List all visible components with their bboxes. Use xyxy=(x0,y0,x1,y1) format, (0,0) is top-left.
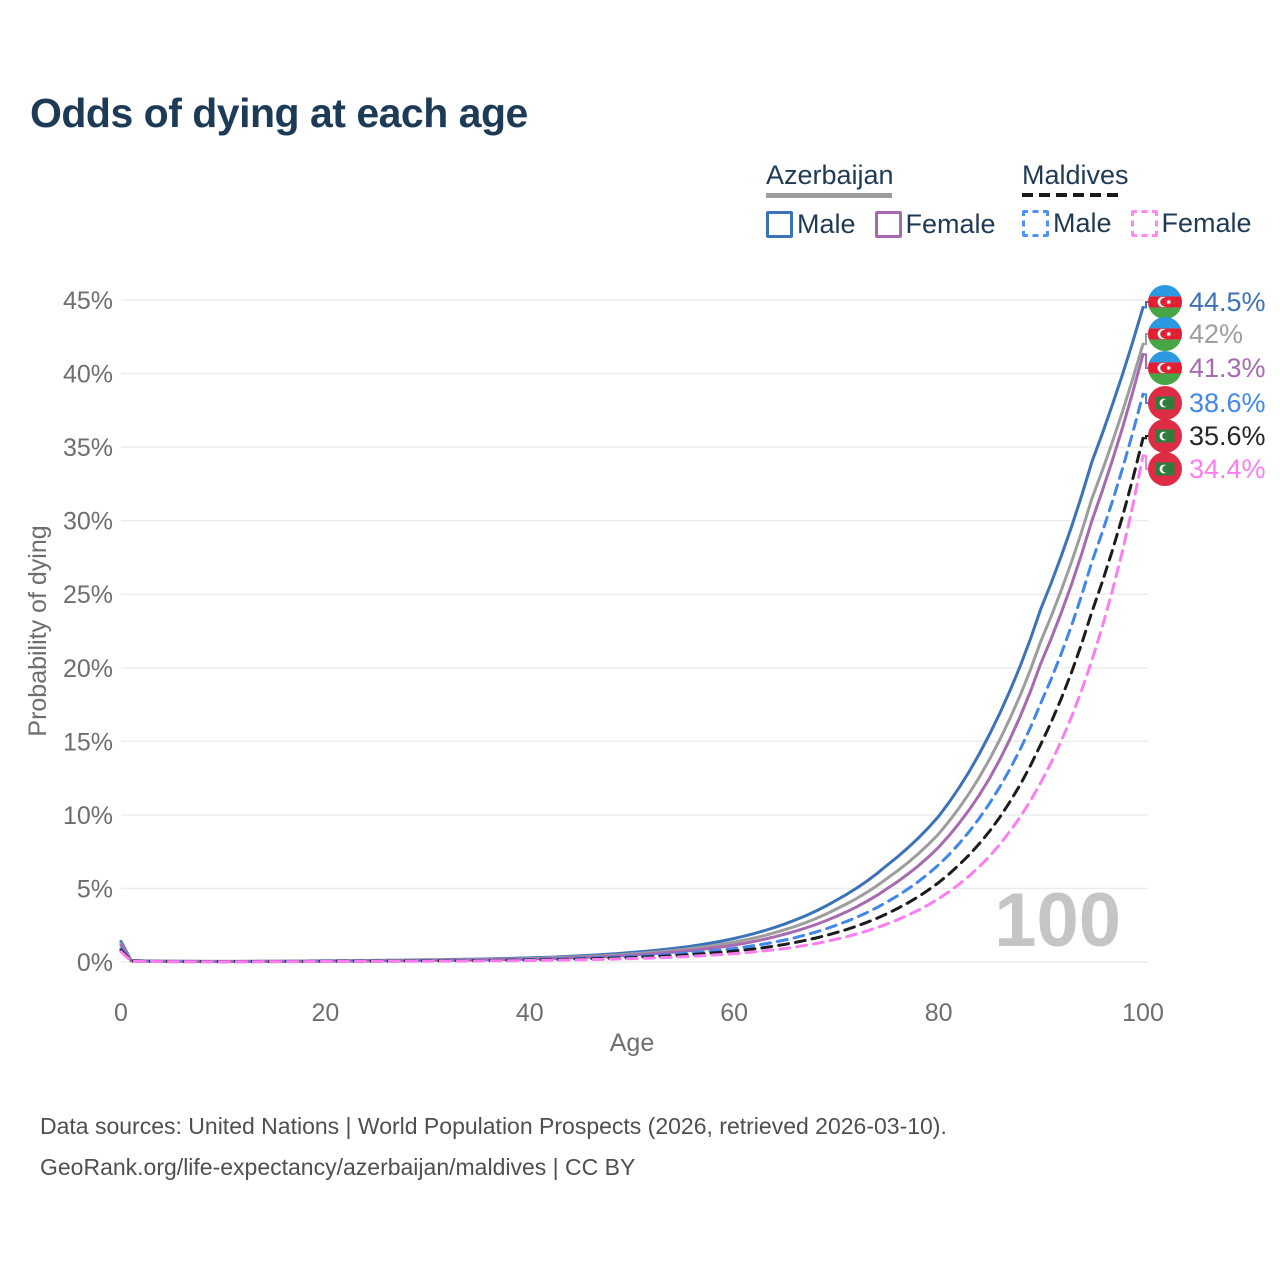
azerbaijan-flag-icon xyxy=(1148,351,1182,385)
maldives-total-line-swatch xyxy=(1022,193,1122,197)
y-tick-label: 15% xyxy=(63,728,113,756)
y-tick-label: 30% xyxy=(63,508,113,536)
azerbaijan-female-swatch[interactable] xyxy=(874,211,902,238)
end-label-maldives-total: 35.6% xyxy=(1148,419,1266,453)
footer: Data sources: United Nations | World Pop… xyxy=(40,1106,947,1188)
y-tick-label: 25% xyxy=(63,581,113,609)
y-tick-label: 5% xyxy=(77,875,113,903)
maldives-male-swatch[interactable] xyxy=(1022,210,1049,237)
legend-group-maldives: Maldives Male Female xyxy=(1022,160,1271,239)
end-value: 41.3% xyxy=(1189,352,1266,383)
attribution-line: GeoRank.org/life-expectancy/azerbaijan/m… xyxy=(40,1154,636,1180)
x-tick-label: 60 xyxy=(720,999,748,1027)
legend-item-label[interactable]: Male xyxy=(1053,208,1112,238)
end-label-azerbaijan-female: 41.3% xyxy=(1148,351,1266,385)
y-tick-label: 0% xyxy=(77,949,113,977)
page-title: Odds of dying at each age xyxy=(30,90,528,136)
legend-group-azerbaijan: Azerbaijan Male Female xyxy=(766,160,1015,240)
y-tick-label: 10% xyxy=(63,802,113,830)
azerbaijan-total-line-swatch xyxy=(766,193,892,198)
y-tick-label: 45% xyxy=(63,287,113,315)
y-axis-title: Probability of dying xyxy=(24,525,52,736)
x-tick-label: 40 xyxy=(516,999,544,1027)
x-tick-label: 100 xyxy=(1122,999,1164,1027)
line-maldives-female[interactable] xyxy=(119,454,1145,964)
azerbaijan-flag-icon xyxy=(1148,317,1182,351)
azerbaijan-flag-icon xyxy=(1148,285,1182,319)
azerbaijan-male-swatch[interactable] xyxy=(766,211,793,238)
line-azerbaijan-total[interactable] xyxy=(119,342,1145,963)
legend-country-label: Azerbaijan xyxy=(766,160,894,190)
line-maldives-total[interactable] xyxy=(119,436,1145,964)
y-tick-label: 40% xyxy=(63,361,113,389)
age-watermark: 100 xyxy=(994,878,1121,963)
legend-item-label[interactable]: Male xyxy=(797,209,856,239)
maldives-female-swatch[interactable] xyxy=(1130,210,1158,237)
legend-country-azerbaijan[interactable]: Azerbaijan xyxy=(766,160,1015,198)
end-value: 42% xyxy=(1189,318,1244,349)
maldives-flag-icon xyxy=(1148,419,1182,453)
maldives-flag-icon xyxy=(1148,452,1182,486)
end-label-azerbaijan-male: 44.5% xyxy=(1148,285,1266,319)
x-tick-label: 0 xyxy=(114,999,128,1027)
x-tick-label: 20 xyxy=(311,999,339,1027)
end-value: 34.4% xyxy=(1189,453,1266,484)
legend-country-maldives[interactable]: Maldives xyxy=(1022,160,1271,197)
end-label-azerbaijan-total: 42% xyxy=(1148,317,1243,351)
end-value: 44.5% xyxy=(1189,286,1266,317)
x-tick-label: 80 xyxy=(925,999,953,1027)
end-label-maldives-female: 34.4% xyxy=(1148,452,1266,486)
end-value: 35.6% xyxy=(1189,420,1266,451)
y-tick-label: 20% xyxy=(63,655,113,683)
end-label-maldives-male: 38.6% xyxy=(1148,386,1266,420)
x-axis-title: Age xyxy=(610,1029,654,1057)
line-maldives-male[interactable] xyxy=(119,392,1145,964)
end-value: 38.6% xyxy=(1189,387,1266,418)
maldives-flag-icon xyxy=(1148,386,1182,420)
line-azerbaijan-female[interactable] xyxy=(119,352,1145,964)
line-azerbaijan-male[interactable] xyxy=(119,305,1145,963)
legend-item-label[interactable]: Female xyxy=(1161,208,1252,238)
legend-country-label: Maldives xyxy=(1022,160,1129,190)
legend-item-label[interactable]: Female xyxy=(905,209,996,239)
data-source-line: Data sources: United Nations | World Pop… xyxy=(40,1113,947,1139)
y-tick-label: 35% xyxy=(63,434,113,462)
